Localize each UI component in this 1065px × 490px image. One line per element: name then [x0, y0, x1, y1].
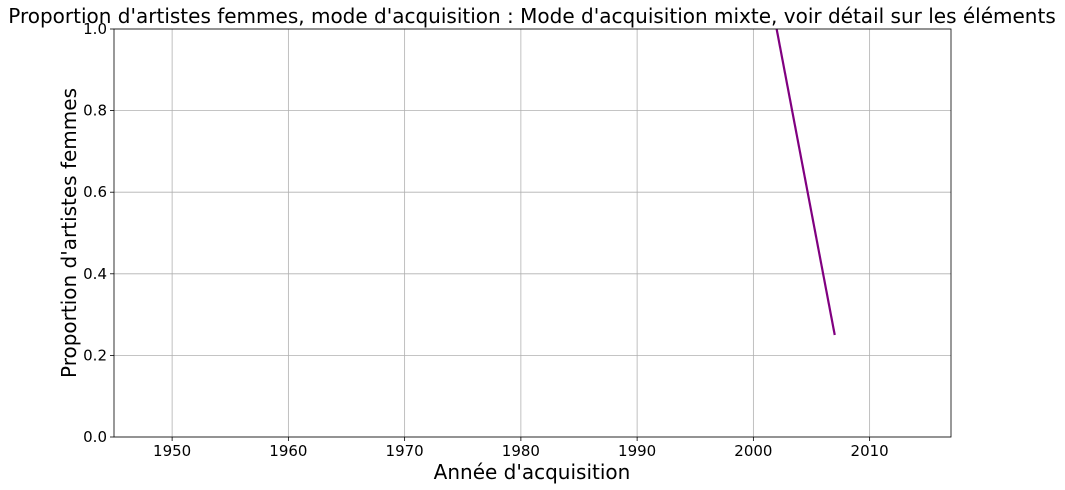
x-tick-label: 2010 — [851, 442, 889, 460]
y-tick-label: 0.6 — [83, 183, 107, 201]
x-tick-label: 1970 — [386, 442, 424, 460]
series-line — [775, 28, 836, 336]
x-tick-label: 1990 — [618, 442, 656, 460]
y-tick-label: 0.0 — [83, 428, 107, 446]
plot-frame — [113, 28, 952, 438]
y-tick-label: 1.0 — [83, 20, 107, 38]
y-tick-label: 0.2 — [83, 346, 107, 364]
y-tick-label: 0.4 — [83, 265, 107, 283]
x-tick-label: 1980 — [502, 442, 540, 460]
y-axis-label: Proportion d'artistes femmes — [57, 88, 81, 378]
axis-ticks: 1950 1960 1970 1980 1990 2000 2010 0.0 0.2 0.4 0.6… — [83, 20, 889, 460]
y-tick-label: 0.8 — [83, 102, 107, 120]
x-tick-label: 1950 — [153, 442, 191, 460]
x-axis-label: Année d'acquisition — [434, 460, 631, 484]
x-tick-label: 2000 — [734, 442, 772, 460]
series-layer — [775, 28, 836, 336]
chart-title: Proportion d'artistes femmes, mode d'acq… — [8, 4, 1056, 28]
x-tick-label: 1960 — [269, 442, 307, 460]
